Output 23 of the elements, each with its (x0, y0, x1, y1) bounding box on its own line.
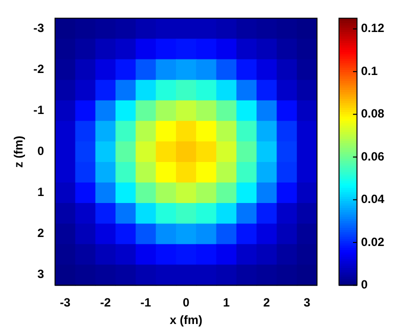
y-tick-label: 0 (37, 144, 44, 158)
x-axis-title: x (fm) (170, 313, 202, 328)
y-tick-label: -3 (33, 20, 44, 35)
y-tick-label: 1 (37, 185, 44, 200)
color-bar-label: 0.1 (361, 64, 378, 78)
color-bar-label: 0.06 (361, 149, 385, 164)
x-tick-label: 2 (263, 296, 270, 310)
y-tick-label: 3 (37, 267, 44, 282)
x-tick-label: -3 (60, 296, 71, 310)
x-tick-label: 0 (182, 296, 190, 310)
color-bar-label: 0.02 (361, 234, 385, 249)
x-tick-label: -1 (140, 296, 152, 310)
y-tick-label: -1 (33, 102, 44, 117)
y-axis-title: z (fm) (12, 136, 26, 168)
color-bar-label: 0.08 (361, 106, 385, 121)
color-bar-label: 0 (361, 278, 368, 292)
color-bar-label: 0.12 (361, 21, 385, 36)
color-bar-label: 0.04 (361, 192, 385, 206)
x-tick-label: 3 (304, 296, 311, 310)
y-tick-label: 2 (37, 226, 44, 240)
x-tick-label: -2 (100, 296, 112, 310)
x-tick-label: 1 (222, 296, 230, 310)
y-tick-label: -2 (33, 62, 44, 76)
